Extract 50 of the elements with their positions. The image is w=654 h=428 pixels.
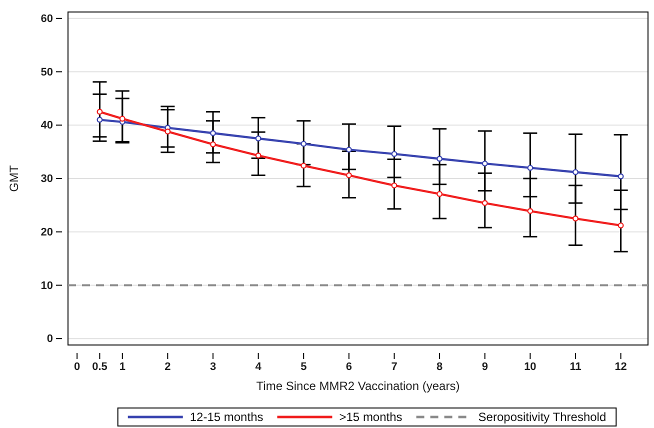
- point: [391, 182, 398, 188]
- x-tick-label: 6: [346, 360, 352, 373]
- y-tick-label: 60: [40, 12, 53, 25]
- point: [572, 216, 578, 222]
- x-tick-label: 7: [391, 360, 398, 373]
- point: [572, 169, 578, 176]
- x-tick-label: 8: [436, 360, 443, 373]
- x-tick-label: 2: [164, 360, 171, 373]
- point: [300, 140, 307, 147]
- y-tick-label: 20: [40, 226, 53, 238]
- point: [96, 108, 103, 115]
- x-tick-label: 10: [524, 360, 536, 373]
- point: [255, 135, 262, 142]
- point: [618, 222, 624, 228]
- x-tick-label: 1: [119, 360, 126, 373]
- point: [346, 146, 352, 153]
- point: [527, 164, 534, 171]
- point: [527, 208, 534, 214]
- point: [300, 162, 307, 169]
- point: [119, 116, 126, 122]
- x-tick-label: 5: [300, 360, 307, 373]
- x-tick-label: 3: [210, 360, 216, 373]
- y-tick-label: 40: [40, 120, 53, 132]
- x-tick-label: 0.5: [92, 360, 108, 373]
- point: [210, 130, 216, 136]
- x-tick-label: 11: [570, 360, 582, 373]
- point: [210, 141, 216, 148]
- point: [391, 150, 398, 157]
- legend-label: 12-15 months: [190, 410, 264, 424]
- point: [618, 173, 624, 180]
- point: [482, 160, 488, 167]
- y-tick-label: 30: [40, 173, 53, 186]
- y-axis-title: GMT: [7, 164, 21, 192]
- x-axis-title: Time Since MMR2 Vaccination (years): [256, 379, 460, 393]
- point: [436, 190, 443, 197]
- x-tick-label: 9: [482, 360, 488, 373]
- point: [436, 156, 443, 162]
- y-tick-label: 0: [46, 333, 53, 346]
- x-tick-label: 4: [255, 360, 262, 373]
- y-tick-label: 10: [40, 280, 53, 292]
- y-tick-label: 50: [40, 66, 53, 78]
- x-tick-label: 12: [614, 360, 627, 373]
- point: [164, 128, 171, 135]
- legend-label: Seropositivity Threshold: [478, 410, 606, 424]
- point: [255, 152, 262, 159]
- x-tick-label: 0: [74, 360, 80, 373]
- point: [96, 116, 103, 123]
- point: [482, 200, 488, 206]
- legend-label: >15 months: [339, 410, 402, 424]
- point: [346, 172, 352, 178]
